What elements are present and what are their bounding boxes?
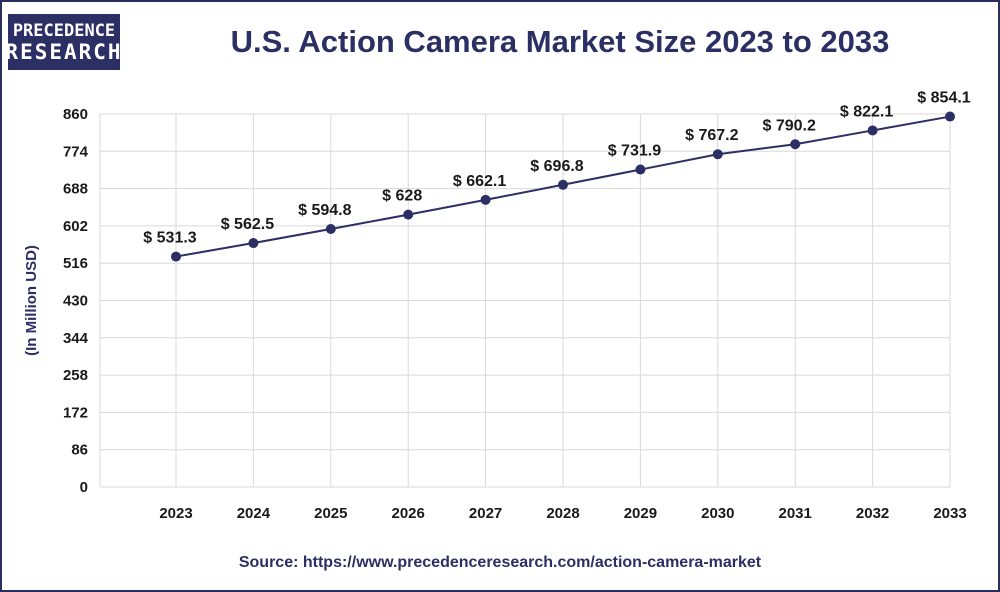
x-tick-label: 2023 xyxy=(159,505,192,522)
x-tick-label: 2027 xyxy=(469,505,502,522)
y-tick-label: 0 xyxy=(80,479,88,496)
x-tick-label: 2029 xyxy=(624,505,657,522)
data-labels: $ 531.3 $ 562.5 $ 594.8 $ 628 $ 662.1 $ 696.8… xyxy=(143,90,970,247)
data-point xyxy=(403,209,414,220)
y-tick-label: 344 xyxy=(63,330,89,347)
x-tick-label: 2033 xyxy=(933,505,966,522)
x-tick-label: 2026 xyxy=(392,505,425,522)
grid-lines xyxy=(99,113,951,488)
data-label: $ 731.9 xyxy=(608,143,661,160)
data-label: $ 594.8 xyxy=(298,202,351,219)
y-tick-label: 516 xyxy=(63,255,88,272)
y-tick-label: 172 xyxy=(63,404,88,421)
logo-line-2: RESEARCH xyxy=(5,40,123,64)
data-point xyxy=(558,179,568,190)
y-tick-label: 258 xyxy=(63,367,88,384)
chart-title: U.S. Action Camera Market Size 2023 to 2… xyxy=(230,24,890,59)
data-label: $ 531.3 xyxy=(143,230,196,247)
data-point xyxy=(480,194,491,205)
data-point xyxy=(867,125,878,136)
data-label: $ 854.1 xyxy=(917,90,970,107)
data-point xyxy=(790,139,801,150)
axes: 0 86 172 258 344 430 516 602 688 774 860 2023 2024 20… xyxy=(23,106,967,522)
data-label: $ 767.2 xyxy=(685,127,738,144)
data-point xyxy=(325,224,336,235)
data-point xyxy=(635,164,646,175)
x-tick-label: 2028 xyxy=(546,505,579,522)
data-label: $ 562.5 xyxy=(221,216,274,233)
precedence-research-logo: PRECEDENCE RESEARCH xyxy=(5,14,123,70)
x-tick-label: 2032 xyxy=(856,505,889,522)
y-tick-label: 688 xyxy=(63,181,88,198)
y-tick-label: 774 xyxy=(63,143,89,160)
y-axis-title: (In Million USD) xyxy=(23,245,40,356)
data-label: $ 696.8 xyxy=(530,158,583,175)
data-label: $ 822.1 xyxy=(840,103,893,120)
data-label: $ 662.1 xyxy=(453,173,506,190)
logo-line-1: PRECEDENCE xyxy=(12,21,116,41)
x-tick-label: 2030 xyxy=(701,505,734,522)
y-tick-label: 602 xyxy=(63,218,88,235)
x-tick-label: 2024 xyxy=(237,505,271,522)
data-point xyxy=(712,149,723,160)
x-tick-label: 2025 xyxy=(314,505,347,522)
data-label: $ 628 xyxy=(382,188,422,205)
data-label: $ 790.2 xyxy=(763,117,816,134)
y-tick-label: 430 xyxy=(63,293,88,310)
data-point xyxy=(945,111,955,122)
y-tick-label: 860 xyxy=(63,106,88,123)
y-tick-label: 86 xyxy=(71,442,88,459)
source-text: Source: https://www.precedenceresearch.c… xyxy=(238,554,762,571)
x-tick-label: 2031 xyxy=(779,505,812,522)
data-series xyxy=(171,111,955,262)
data-point xyxy=(171,251,181,262)
data-point xyxy=(248,238,259,249)
